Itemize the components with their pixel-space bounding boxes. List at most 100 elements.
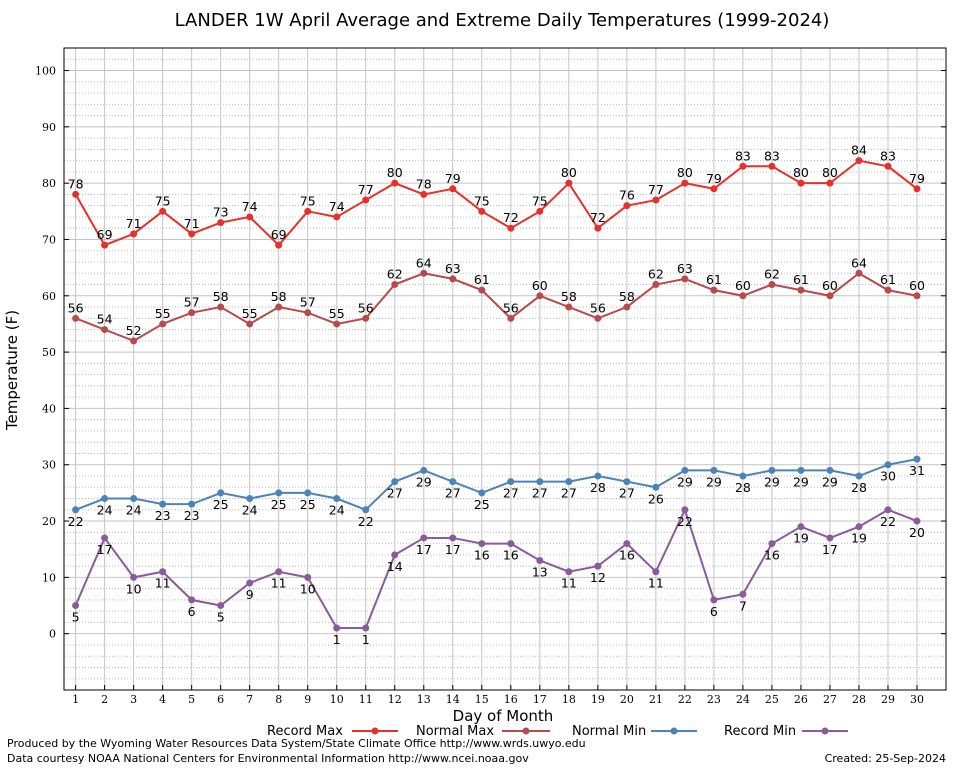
data-point [681, 506, 689, 514]
data-point [565, 303, 573, 311]
data-label: 29 [793, 474, 809, 489]
x-tick-label: 10 [330, 693, 344, 706]
x-tick-label: 2 [101, 693, 108, 706]
data-point [333, 320, 341, 328]
data-point [72, 506, 80, 514]
data-point [710, 596, 718, 604]
data-label: 16 [503, 548, 519, 563]
data-point [391, 478, 399, 486]
data-point [101, 326, 109, 334]
legend-label: Normal Min [572, 724, 646, 739]
data-label: 55 [329, 306, 345, 321]
data-label: 77 [358, 182, 374, 197]
legend-label: Record Max [267, 724, 343, 739]
data-label: 78 [416, 176, 432, 191]
data-point [449, 478, 457, 486]
x-tick-label: 22 [678, 693, 692, 706]
data-point [768, 162, 776, 170]
data-label: 28 [851, 480, 867, 495]
data-point [826, 179, 834, 187]
x-tick-label: 19 [591, 693, 605, 706]
data-point [594, 562, 602, 570]
data-label: 80 [387, 165, 403, 180]
data-point [884, 506, 892, 514]
x-tick-label: 18 [562, 693, 576, 706]
data-label: 29 [822, 474, 838, 489]
x-tick-label: 27 [823, 693, 837, 706]
y-tick-label: 60 [42, 290, 56, 303]
x-tick-label: 23 [707, 693, 721, 706]
data-label: 54 [97, 312, 113, 327]
data-label: 29 [677, 474, 693, 489]
data-label: 64 [416, 255, 432, 270]
data-point [420, 190, 428, 198]
data-label: 24 [126, 503, 142, 518]
data-label: 27 [503, 486, 519, 501]
series-line [74, 159, 918, 247]
data-label: 69 [97, 227, 113, 242]
data-point [507, 224, 515, 232]
data-label: 55 [155, 306, 171, 321]
legend-label: Record Min [724, 724, 796, 739]
x-tick-label: 3 [130, 693, 137, 706]
data-label: 73 [213, 205, 229, 220]
series-line [75, 458, 918, 511]
y-tick-label: 30 [42, 459, 56, 472]
data-point [304, 489, 312, 497]
x-tick-label: 8 [275, 693, 282, 706]
data-label: 22 [358, 514, 374, 529]
data-label: 17 [445, 542, 461, 557]
data-point [275, 568, 283, 576]
data-label: 58 [271, 289, 287, 304]
data-point [536, 207, 544, 215]
data-label: 23 [155, 508, 171, 523]
data-point [130, 495, 138, 503]
x-tick-label: 5 [188, 693, 195, 706]
data-label: 25 [213, 497, 229, 512]
data-point [739, 590, 747, 598]
data-label: 58 [561, 289, 577, 304]
data-label: 25 [271, 497, 287, 512]
data-label: 83 [764, 148, 780, 163]
data-label: 22 [677, 514, 693, 529]
data-point [768, 466, 776, 474]
data-point [884, 461, 892, 469]
y-axis-label: Temperature (F) [3, 310, 21, 431]
y-tick-label: 20 [42, 515, 56, 528]
data-point [333, 495, 341, 503]
data-label: 31 [909, 463, 925, 478]
legend-label: Normal Max [416, 724, 494, 739]
data-point [739, 472, 747, 480]
x-tick-label: 24 [736, 693, 750, 706]
data-label: 24 [97, 503, 113, 518]
data-label: 11 [271, 576, 287, 591]
data-point [739, 162, 747, 170]
data-point [652, 568, 660, 576]
chart-title: LANDER 1W April Average and Extreme Dail… [175, 10, 830, 31]
data-label: 17 [822, 542, 838, 557]
data-point [478, 540, 486, 548]
data-label: 75 [532, 193, 548, 208]
data-point [420, 269, 428, 277]
data-point [362, 506, 370, 514]
data-label: 56 [590, 300, 606, 315]
legend: Record Max Normal Max Normal Min Record Min [267, 724, 848, 739]
data-label: 10 [300, 581, 316, 596]
data-label: 83 [880, 148, 896, 163]
data-label: 16 [619, 548, 635, 563]
data-point [362, 624, 370, 632]
x-tick-label: 1 [72, 693, 79, 706]
data-label: 19 [851, 531, 867, 546]
data-point [826, 466, 834, 474]
data-point [652, 483, 660, 491]
data-point [101, 495, 109, 503]
data-point [159, 207, 167, 215]
data-label: 25 [474, 497, 490, 512]
data-label: 20 [909, 525, 925, 540]
data-point [159, 320, 167, 328]
data-label: 60 [735, 278, 751, 293]
y-tick-label: 80 [42, 177, 56, 190]
data-label: 27 [619, 486, 635, 501]
data-point [101, 241, 109, 249]
